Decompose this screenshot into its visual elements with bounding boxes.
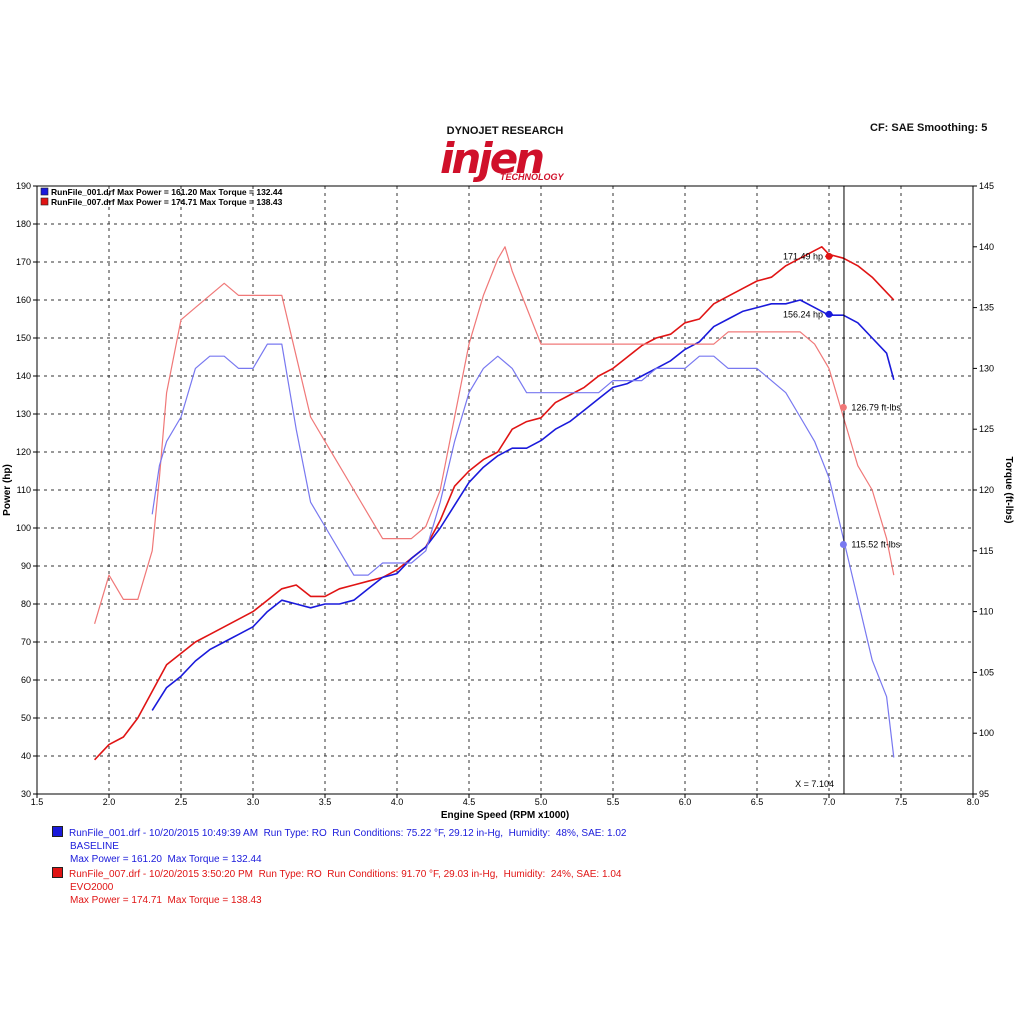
- run-info-line: RunFile_001.drf - 10/20/2015 10:49:39 AM…: [52, 826, 626, 840]
- y-left-tick-label: 170: [16, 257, 31, 267]
- y-left-tick-label: 150: [16, 333, 31, 343]
- legend-swatch: [40, 197, 49, 206]
- correction-settings: CF: SAE Smoothing: 5: [870, 122, 988, 134]
- y-left-tick-label: 110: [17, 485, 31, 495]
- marker-dot: [839, 403, 847, 411]
- x-tick-label: 2.0: [103, 797, 116, 807]
- y-left-tick-label: 60: [21, 675, 31, 685]
- x-axis-title: Engine Speed (RPM x1000): [441, 810, 569, 820]
- brand-header: DYNOJET RESEARCH: [446, 125, 564, 137]
- run-max-values: Max Power = 174.71 Max Torque = 138.43: [70, 895, 262, 906]
- x-tick-label: 8.0: [967, 797, 980, 807]
- y-left-tick-label: 190: [16, 181, 31, 191]
- run-info-text: RunFile_001.drf - 10/20/2015 10:49:39 AM…: [69, 828, 627, 839]
- y-left-tick-label: 90: [21, 561, 31, 571]
- y-right-tick-label: 110: [979, 607, 993, 617]
- marker-label: 126.79 ft-lbs: [851, 402, 901, 412]
- y-right-tick-label: 115: [979, 546, 993, 556]
- logo-wordmark: injen: [440, 134, 545, 183]
- y-right-axis-title: Torque (ft-lbs): [1003, 456, 1014, 523]
- x-tick-label: 1.5: [31, 797, 44, 807]
- y-right-tick-label: 125: [979, 424, 994, 434]
- run-info-evo2000: RunFile_007.drf - 10/20/2015 3:50:20 PM …: [52, 867, 621, 907]
- y-right-tick-label: 145: [979, 181, 994, 191]
- x-tick-label: 7.0: [823, 797, 836, 807]
- x-tick-label: 3.0: [247, 797, 260, 807]
- y-left-tick-label: 40: [21, 751, 31, 761]
- series-line-power-0: [94, 246, 895, 761]
- legend-entry: RunFile_007.drf Max Power = 174.71 Max T…: [51, 197, 283, 207]
- run-color-swatch: [52, 867, 63, 878]
- y-left-axis-title: Power (hp): [2, 464, 13, 516]
- marker-label: 171.49 hp: [783, 251, 823, 261]
- x-tick-label: 5.0: [535, 797, 548, 807]
- logo-subtitle: TECHNOLOGY: [500, 172, 564, 182]
- marker-label: 115.52 ft-lbs: [851, 539, 900, 549]
- y-left-tick-label: 130: [16, 409, 31, 419]
- y-left-tick-label: 180: [16, 219, 31, 229]
- y-left-tick-label: 100: [16, 523, 31, 533]
- y-right-tick-label: 100: [979, 728, 994, 738]
- y-left-tick-label: 30: [21, 789, 31, 799]
- x-tick-label: 3.5: [319, 797, 332, 807]
- y-right-tick-label: 120: [979, 485, 994, 495]
- run-info-line: RunFile_007.drf - 10/20/2015 3:50:20 PM …: [52, 867, 621, 881]
- x-tick-label: 4.5: [463, 797, 476, 807]
- y-left-tick-label: 120: [16, 447, 31, 457]
- y-right-tick-label: 95: [979, 789, 989, 799]
- run-max-values: Max Power = 161.20 Max Torque = 132.44: [70, 854, 262, 865]
- x-tick-label: 2.5: [175, 797, 188, 807]
- injen-logo: injen TECHNOLOGY: [440, 138, 570, 188]
- series-line-torque-2: [94, 246, 895, 624]
- x-tick-label: 6.0: [679, 797, 692, 807]
- run-name: BASELINE: [70, 841, 119, 852]
- y-left-tick-label: 160: [16, 295, 31, 305]
- x-tick-label: 6.5: [751, 797, 764, 807]
- legend-swatch: [40, 187, 49, 196]
- series-line-torque-3: [151, 343, 895, 758]
- cursor-label: X = 7.104: [795, 779, 834, 789]
- y-left-tick-label: 140: [16, 371, 31, 381]
- x-tick-label: 5.5: [607, 797, 620, 807]
- y-right-tick-label: 135: [979, 303, 994, 313]
- marker-dot: [825, 310, 833, 318]
- run-color-swatch: [52, 826, 63, 837]
- series-line-power-1: [151, 299, 895, 711]
- marker-dot: [825, 252, 833, 260]
- legend-entry: RunFile_001.drf Max Power = 161.20 Max T…: [51, 187, 283, 197]
- marker-dot: [839, 540, 847, 548]
- run-info-baseline: RunFile_001.drf - 10/20/2015 10:49:39 AM…: [52, 826, 626, 866]
- x-tick-label: 4.0: [391, 797, 404, 807]
- y-right-tick-label: 140: [979, 242, 994, 252]
- y-left-tick-label: 50: [21, 713, 31, 723]
- dyno-chart: 1.5 2.0 2.5 3.0 3.5 4.0 4.5 5.0 5.5 6.0 6.5 7.0 7.5 8…: [2, 181, 1014, 820]
- y-left-tick-label: 80: [21, 599, 31, 609]
- y-right-tick-label: 105: [979, 667, 994, 677]
- x-tick-label: 7.5: [895, 797, 908, 807]
- marker-label: 156.24 hp: [783, 309, 823, 319]
- run-info-text: RunFile_007.drf - 10/20/2015 3:50:20 PM …: [69, 869, 622, 880]
- y-right-tick-label: 130: [979, 363, 994, 373]
- plot-frame: [36, 185, 974, 795]
- run-name: EVO2000: [70, 882, 114, 893]
- y-left-tick-label: 70: [21, 637, 31, 647]
